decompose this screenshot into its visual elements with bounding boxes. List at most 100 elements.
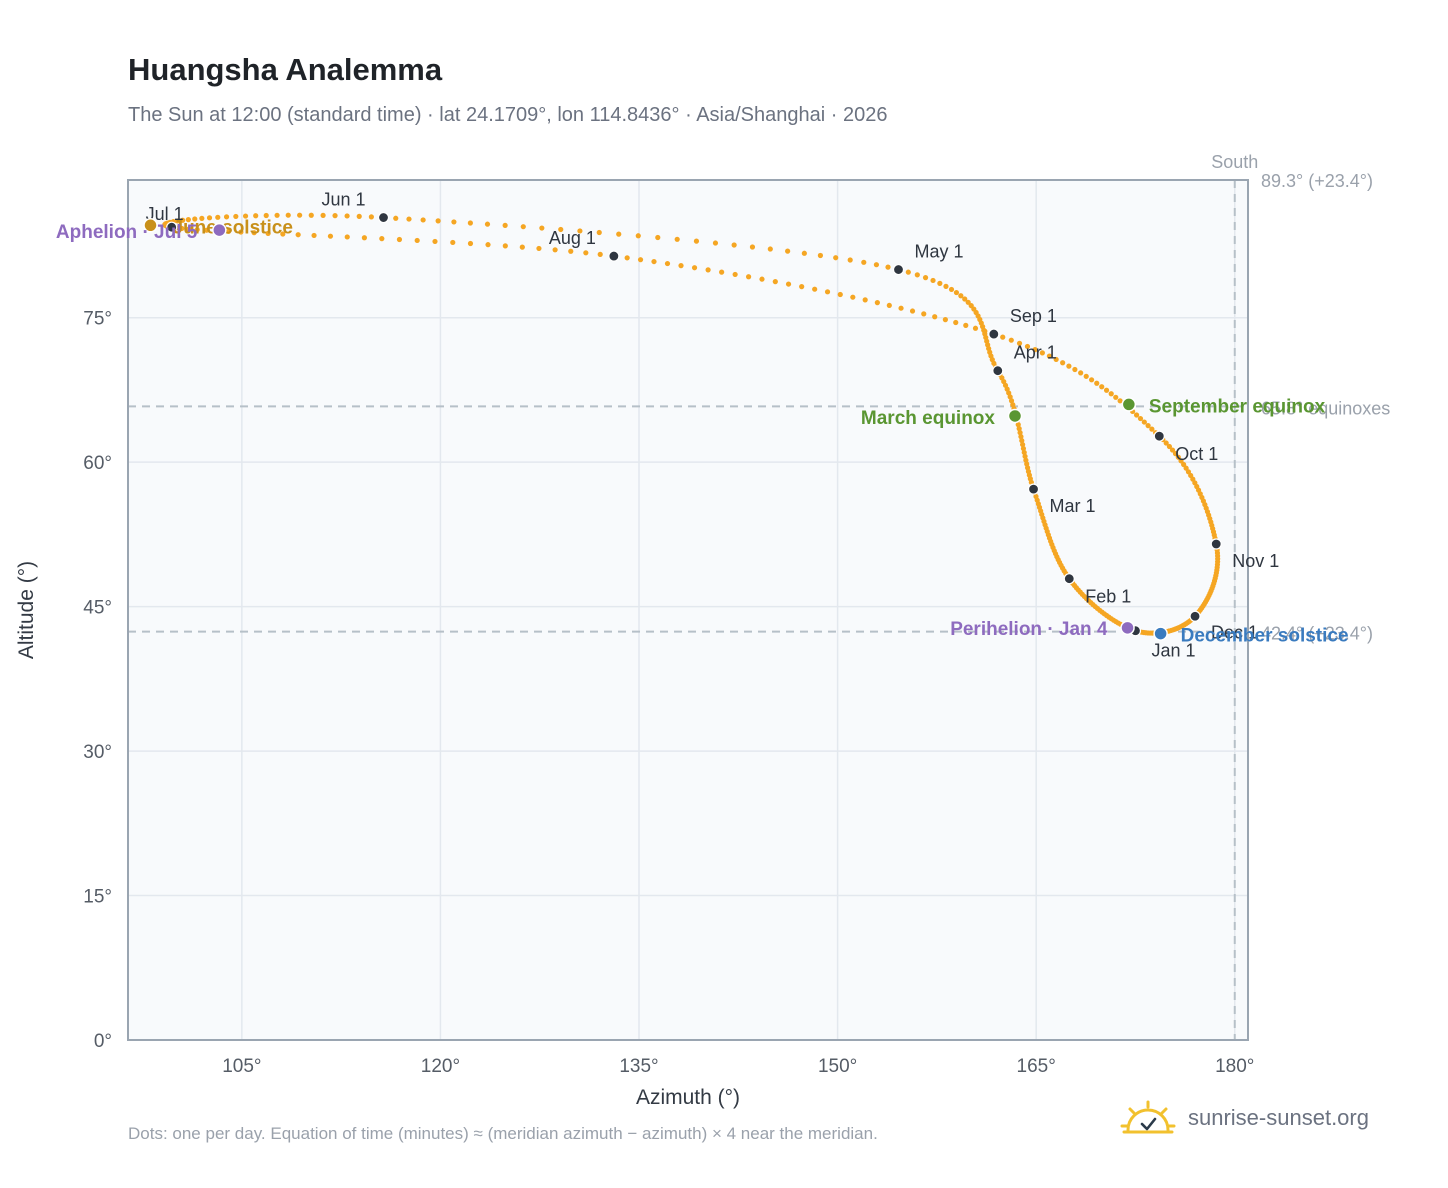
day-dot — [192, 216, 198, 222]
day-dot — [616, 231, 622, 237]
month-label: Feb 1 — [1085, 587, 1131, 607]
month-label: Sep 1 — [1010, 306, 1057, 326]
day-dot — [909, 308, 916, 314]
month-label: Dec 1 — [1211, 622, 1258, 642]
y-axis-title: Altitude (°) — [15, 561, 38, 659]
day-dot — [1018, 434, 1024, 440]
brand-name: sunrise-sunset.org — [1188, 1105, 1369, 1130]
month-marker — [892, 263, 905, 276]
day-dot — [1000, 334, 1006, 340]
y-tick-label: 75° — [83, 309, 112, 330]
sun-logo-icon — [1120, 1100, 1176, 1134]
month-marker — [1153, 430, 1165, 442]
day-dot — [379, 236, 385, 242]
day-dot — [922, 275, 929, 281]
day-dot — [785, 281, 792, 287]
month-label: Nov 1 — [1232, 551, 1279, 571]
day-dot — [297, 212, 303, 218]
day-dot — [502, 243, 508, 249]
x-tick-label: 120° — [421, 1056, 460, 1077]
day-dot — [914, 272, 920, 278]
month-label: Aug 1 — [549, 228, 596, 248]
footnote: Dots: one per day. Equation of time (min… — [128, 1124, 878, 1143]
day-dot — [356, 213, 362, 219]
x-axis-title: Azimuth (°) — [636, 1086, 740, 1109]
day-dot — [1141, 419, 1147, 425]
event-marker — [1007, 408, 1023, 424]
day-dot — [1088, 377, 1095, 383]
day-dot — [203, 227, 210, 233]
day-dot — [1145, 423, 1151, 429]
day-dot — [712, 240, 719, 246]
month-label: Jul 1 — [146, 204, 184, 224]
day-dot — [223, 214, 230, 220]
day-dot — [1108, 391, 1114, 397]
day-dot — [824, 289, 831, 295]
x-tick-label: 105° — [222, 1056, 261, 1077]
day-dot — [655, 234, 661, 241]
month-marker — [377, 211, 390, 224]
day-dot — [1072, 366, 1078, 373]
day-dot — [242, 213, 249, 219]
y-tick-label: 30° — [83, 742, 112, 763]
day-dot — [1099, 384, 1105, 390]
chart-subtitle: The Sun at 12:00 (standard time) · lat 2… — [128, 104, 888, 126]
day-dot — [953, 319, 959, 326]
day-dot — [1149, 426, 1155, 432]
day-dot — [274, 212, 280, 218]
day-dot — [1113, 394, 1119, 400]
month-marker — [608, 250, 620, 262]
top-altitude-label: 89.3° (+23.4°) — [1261, 171, 1373, 191]
day-dot — [1032, 347, 1038, 353]
day-dot — [327, 233, 334, 239]
day-dot — [1172, 451, 1179, 457]
day-dot — [180, 217, 186, 223]
day-dot — [930, 277, 936, 284]
day-dot — [1163, 440, 1169, 446]
day-dot — [1117, 398, 1123, 404]
day-dot — [1019, 438, 1025, 444]
day-dot — [635, 233, 641, 239]
day-dot — [194, 227, 200, 233]
day-dot — [624, 255, 630, 261]
event-label: Aphelion · Jul 5 — [56, 222, 198, 243]
day-dot — [332, 213, 338, 219]
y-tick-label: 60° — [83, 453, 112, 474]
plot-frame — [127, 179, 1249, 1041]
day-dot — [937, 280, 943, 286]
day-dot — [186, 226, 192, 232]
day-dot — [767, 246, 773, 252]
day-dot — [451, 219, 457, 225]
day-dot — [519, 244, 525, 250]
day-dot — [185, 217, 191, 223]
day-dot — [833, 255, 839, 261]
day-dot — [1022, 453, 1028, 459]
day-dot — [1020, 441, 1026, 448]
x-tick-label: 165° — [1017, 1056, 1056, 1077]
day-dot — [759, 276, 765, 282]
day-dot — [799, 284, 805, 290]
event-marker — [1120, 620, 1135, 636]
day-dot — [705, 267, 711, 273]
day-dot — [693, 238, 700, 244]
event-label: December solstice — [1181, 626, 1349, 647]
day-dot — [396, 236, 403, 243]
day-dot — [1169, 447, 1176, 453]
month-label: Mar 1 — [1050, 496, 1096, 516]
plot-area — [128, 180, 1248, 1040]
day-dot — [596, 229, 602, 236]
event-label: June solstice — [173, 217, 293, 238]
day-dot — [406, 216, 412, 222]
day-dot — [1010, 402, 1016, 408]
brand[interactable]: sunrise-sunset.org — [1120, 1100, 1369, 1136]
day-dot — [921, 311, 927, 317]
month-label: Jan 1 — [1151, 641, 1195, 661]
day-dot — [285, 212, 291, 218]
day-dot — [1166, 443, 1173, 450]
day-dot — [308, 212, 314, 218]
month-marker — [1063, 573, 1075, 585]
day-dot — [344, 234, 350, 240]
day-dot — [847, 257, 853, 263]
chart-title: Huangsha Analemma — [128, 52, 443, 87]
day-dot — [982, 328, 988, 334]
